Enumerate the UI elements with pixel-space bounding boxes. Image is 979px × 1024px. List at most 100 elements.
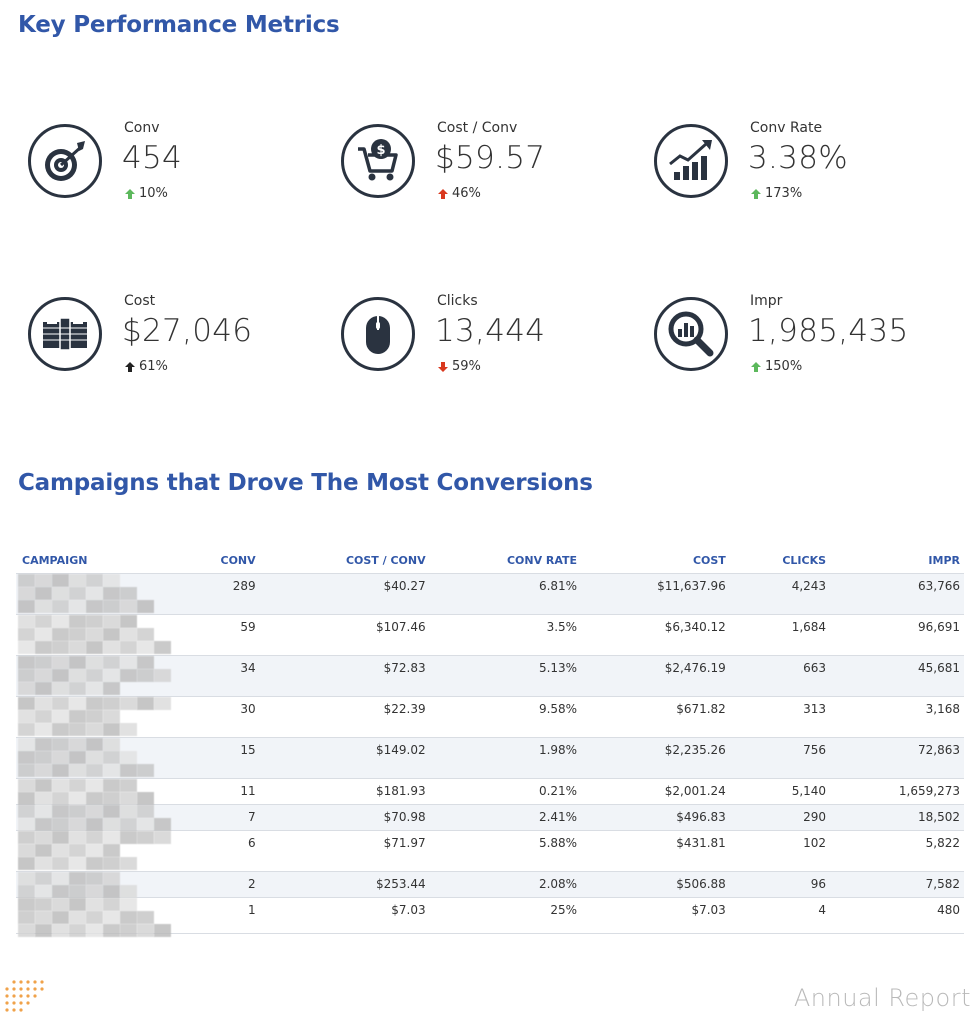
redaction-block xyxy=(52,710,69,723)
redaction-block xyxy=(120,587,137,600)
redaction-block xyxy=(103,682,120,695)
redaction-block xyxy=(86,682,103,695)
redaction-block xyxy=(137,628,154,641)
arrow-up-icon xyxy=(751,188,761,199)
redaction-block xyxy=(86,710,103,723)
redaction-block xyxy=(18,857,35,870)
redaction-block xyxy=(69,628,86,641)
redaction-block xyxy=(86,898,103,911)
redaction-block xyxy=(86,723,103,736)
table-row: 2 $253.44 2.08% $506.88 96 7,582 xyxy=(16,871,964,898)
cell-campaign-redacted xyxy=(16,573,176,615)
cell-cost-per-conv: $107.46 xyxy=(259,614,430,656)
kpi-value: 3.38% xyxy=(748,140,848,176)
cell-cost: $431.81 xyxy=(581,830,730,872)
cell-impr: 3,168 xyxy=(830,696,964,738)
redaction-block xyxy=(86,628,103,641)
redaction-block xyxy=(35,574,52,587)
cell-conv-rate: 0.21% xyxy=(429,778,582,805)
cell-impr: 96,691 xyxy=(830,614,964,656)
cell-cost-per-conv: $72.83 xyxy=(259,655,430,697)
redaction-block xyxy=(35,779,52,792)
redaction-block xyxy=(120,898,137,911)
redaction-block xyxy=(103,574,120,587)
kpi-value: $27,046 xyxy=(122,313,253,349)
table-row: 15 $149.02 1.98% $2,235.26 756 72,863 xyxy=(16,737,964,779)
redaction-block xyxy=(120,911,137,924)
arrow-up-icon xyxy=(751,361,761,372)
dollar-cart-icon: $ xyxy=(341,124,415,198)
redaction-block xyxy=(86,656,103,669)
cell-cost-per-conv: $181.93 xyxy=(259,778,430,805)
redaction-block xyxy=(35,723,52,736)
kpi-change: 59% xyxy=(437,359,481,374)
cell-conv-rate: 2.41% xyxy=(429,804,582,831)
redaction-block xyxy=(86,600,103,613)
cell-campaign-redacted xyxy=(16,778,176,805)
table-row: 30 $22.39 9.58% $671.82 313 3,168 xyxy=(16,696,964,738)
redaction-block xyxy=(18,831,35,844)
kpi-section-title: Key Performance Metrics xyxy=(18,12,340,38)
redaction-block xyxy=(86,574,103,587)
redaction-block xyxy=(35,792,52,805)
redaction-block xyxy=(103,805,120,818)
arrow-down-icon xyxy=(438,361,448,372)
kpi-value: $59.57 xyxy=(435,140,546,176)
redaction-block xyxy=(86,885,103,898)
redaction-block xyxy=(35,656,52,669)
redaction-block xyxy=(52,682,69,695)
table-row: 289 $40.27 6.81% $11,637.96 4,243 63,766 xyxy=(16,573,964,615)
redaction-block xyxy=(35,628,52,641)
redaction-block xyxy=(69,697,86,710)
kpi-cost: Cost $27,046 61% xyxy=(18,293,318,403)
redaction-block xyxy=(52,831,69,844)
cell-conv-rate: 5.13% xyxy=(429,655,582,697)
redaction-block xyxy=(69,615,86,628)
kpi-change-value: 150% xyxy=(765,359,803,374)
redaction-block xyxy=(86,615,103,628)
redaction-block xyxy=(103,641,120,654)
redaction-block xyxy=(103,738,120,751)
redaction-block xyxy=(35,751,52,764)
cash-stack-icon xyxy=(28,297,102,371)
kpi-conv: Conv 454 10% xyxy=(18,120,318,230)
cell-cost: $2,001.24 xyxy=(581,778,730,805)
redaction-block xyxy=(52,641,69,654)
cell-conv: 289 xyxy=(176,573,260,615)
redaction-block xyxy=(86,844,103,857)
redaction-block xyxy=(120,615,137,628)
redaction-block xyxy=(69,682,86,695)
cell-campaign-redacted xyxy=(16,871,176,898)
redaction-block xyxy=(137,805,154,818)
redaction-block xyxy=(120,885,137,898)
redaction-block xyxy=(137,697,154,710)
cell-impr: 5,822 xyxy=(830,830,964,872)
redaction-block xyxy=(137,600,154,613)
cell-impr: 72,863 xyxy=(830,737,964,779)
redaction-block xyxy=(52,697,69,710)
kpi-label: Clicks xyxy=(437,293,478,309)
redaction-block xyxy=(69,600,86,613)
redaction-block xyxy=(52,818,69,831)
redaction-block xyxy=(52,723,69,736)
redaction-block xyxy=(120,641,137,654)
cell-cost: $7.03 xyxy=(581,897,730,934)
redaction-block xyxy=(35,641,52,654)
mouse-icon xyxy=(341,297,415,371)
kpi-label: Cost / Conv xyxy=(437,120,518,136)
redaction-block xyxy=(18,723,35,736)
redaction-block xyxy=(69,792,86,805)
redaction-block xyxy=(69,764,86,777)
cell-clicks: 313 xyxy=(729,696,831,738)
cell-impr: 63,766 xyxy=(830,573,964,615)
redaction-block xyxy=(18,587,35,600)
kpi-change: 61% xyxy=(124,359,168,374)
cell-clicks: 756 xyxy=(729,737,831,779)
cell-cost-per-conv: $40.27 xyxy=(259,573,430,615)
redaction-block xyxy=(18,911,35,924)
column-header-campaign: CAMPAIGN xyxy=(16,550,176,574)
redaction-block xyxy=(137,792,154,805)
cell-campaign-redacted xyxy=(16,614,176,656)
redaction-block xyxy=(69,872,86,885)
cell-conv-rate: 1.98% xyxy=(429,737,582,779)
